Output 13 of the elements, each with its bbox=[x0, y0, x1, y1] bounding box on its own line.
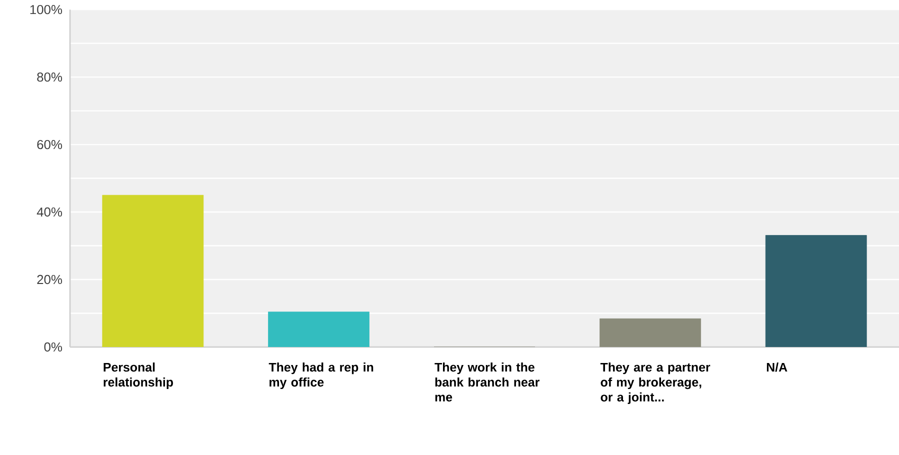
bar bbox=[268, 312, 370, 347]
y-tick-label: 100% bbox=[30, 4, 62, 14]
x-tick-label: Personal relationship bbox=[104, 362, 173, 390]
y-tick-label: 0% bbox=[44, 342, 62, 352]
bar bbox=[765, 235, 867, 347]
x-tick-label: N/A bbox=[766, 362, 788, 372]
y-tick-label: 60% bbox=[37, 140, 62, 150]
y-tick-label: 40% bbox=[36, 207, 62, 217]
y-tick-label: 20% bbox=[37, 274, 62, 284]
x-tick-label: They work in the bank branch near me bbox=[434, 362, 540, 402]
x-tick-label: They are a partner of my brokerage, or a joint... bbox=[600, 362, 710, 404]
y-tick-label: 80% bbox=[37, 72, 62, 82]
x-tick-label: They had a rep in my office bbox=[268, 362, 374, 390]
